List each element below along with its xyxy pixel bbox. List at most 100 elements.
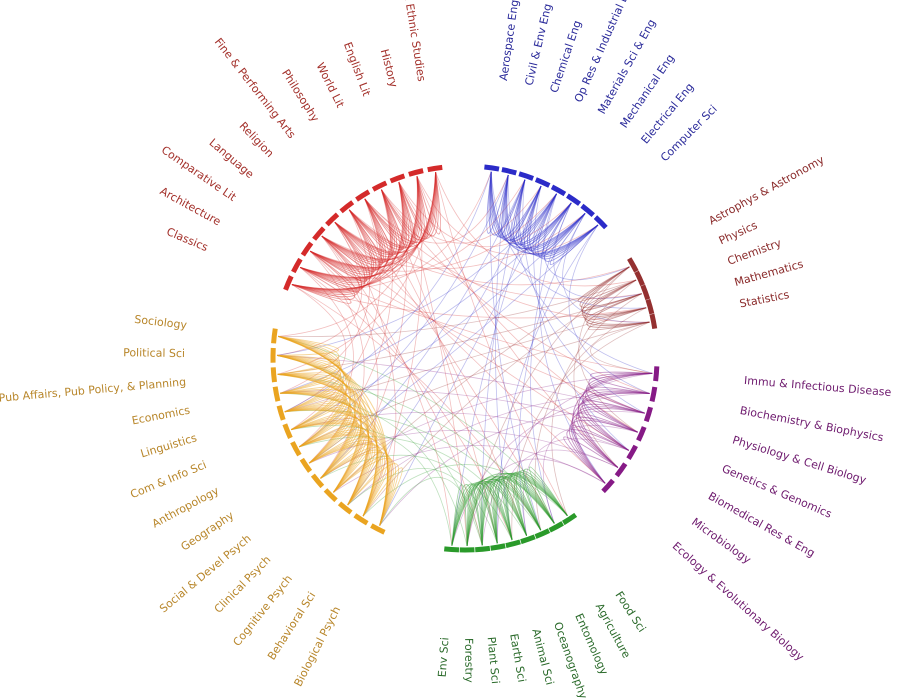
chord [489,171,542,531]
chord [299,426,362,479]
chord [486,171,509,234]
chord [348,172,437,248]
chord [537,193,599,260]
chord [588,372,653,414]
node [634,270,645,287]
node [353,513,369,526]
chord [276,354,339,375]
chord [300,176,419,279]
chord [364,176,423,244]
chord [308,430,619,468]
chord [280,388,345,431]
chord [280,209,370,394]
node [300,241,314,257]
chord [466,458,606,547]
chord [398,181,572,248]
chord [334,189,398,258]
chord [571,392,650,484]
node [355,189,371,202]
node [490,543,506,551]
chord [278,335,347,448]
node [443,546,460,553]
chord [299,436,527,536]
node [626,444,638,461]
chord [347,393,650,506]
chord [291,425,453,546]
node [562,512,578,526]
chord [300,179,526,279]
chord [348,181,410,251]
chord [280,392,357,479]
node-label: Classics [165,225,211,254]
chord [291,410,351,448]
node [643,406,653,423]
chord [308,189,393,464]
node [601,478,615,494]
chord [572,372,653,484]
chord [451,393,650,546]
node [475,545,491,553]
node [270,367,277,383]
chord [563,436,619,484]
chord [309,250,483,546]
chord [309,221,371,278]
chord [364,172,437,243]
chord [291,171,492,290]
chord [299,321,650,448]
chord [291,421,372,506]
chord [284,407,364,493]
node [272,386,281,402]
chord [280,392,370,506]
chord [276,354,369,506]
chord [528,466,568,524]
chord [276,354,342,413]
chord [466,473,568,547]
chord [310,181,405,270]
node-label: Aerospace Eng [497,0,521,82]
node-label: Social & Devel Psych [157,532,254,616]
node [325,212,340,227]
node-label: Plant Sci [485,636,502,684]
chord [277,373,362,493]
chord [362,464,568,517]
node [566,193,582,206]
chord [500,479,528,541]
node [627,257,639,273]
chord [451,478,542,546]
chord [416,176,599,256]
chord [334,181,408,256]
chord [299,267,354,448]
chord [451,476,555,546]
chord [489,171,542,238]
node [276,405,286,421]
chord [290,198,381,430]
chord [519,471,555,531]
chord [333,452,382,506]
chord [276,354,356,479]
node-label: Immu & Infectious Disease [744,374,892,399]
chord [284,307,647,413]
chord [362,279,637,517]
chord [510,475,542,536]
node [291,257,303,274]
chord [280,392,389,526]
node-label: Political Sci [123,346,185,360]
chords [276,171,653,547]
chord [583,400,645,433]
chord [300,181,404,280]
node-label: Civil & Env Eng [523,2,555,87]
chord [309,235,365,282]
chord [278,279,637,338]
node-label: Linguistics [139,431,199,460]
chord [348,209,642,300]
chord [308,224,599,464]
chord [278,335,356,479]
nodes [270,164,660,553]
chord [451,483,498,546]
chord [578,266,638,433]
chord [320,454,513,541]
node [337,501,353,515]
chord [380,172,438,240]
chord [277,335,340,356]
chord [309,209,377,276]
